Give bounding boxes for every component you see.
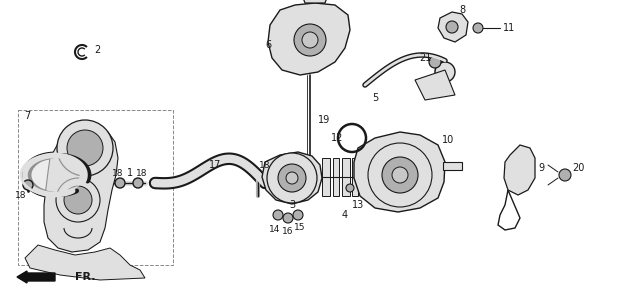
Polygon shape — [354, 132, 445, 212]
Text: 6: 6 — [265, 40, 271, 50]
Text: 14: 14 — [269, 226, 281, 235]
Circle shape — [382, 157, 418, 193]
Text: 18: 18 — [15, 190, 27, 199]
Polygon shape — [25, 155, 85, 195]
Text: 4: 4 — [342, 210, 348, 220]
Circle shape — [56, 178, 100, 222]
Circle shape — [286, 172, 298, 184]
Text: 20: 20 — [572, 163, 584, 173]
Circle shape — [67, 130, 103, 166]
Text: 21: 21 — [419, 53, 431, 63]
Text: 7: 7 — [24, 111, 30, 121]
Bar — [322, 158, 330, 196]
Text: 12: 12 — [331, 133, 343, 143]
Text: 11: 11 — [503, 23, 515, 33]
Circle shape — [293, 210, 303, 220]
Text: 18: 18 — [112, 168, 124, 178]
Circle shape — [273, 210, 283, 220]
Circle shape — [64, 186, 92, 214]
Text: 9: 9 — [538, 163, 544, 173]
FancyArrow shape — [17, 271, 55, 283]
Circle shape — [446, 21, 458, 33]
Circle shape — [473, 23, 483, 33]
Bar — [342, 158, 350, 196]
Text: 10: 10 — [442, 135, 454, 145]
Circle shape — [435, 62, 455, 82]
Polygon shape — [415, 70, 455, 100]
Polygon shape — [262, 152, 322, 204]
Circle shape — [283, 213, 293, 223]
Text: FR.: FR. — [75, 272, 95, 282]
Text: 17: 17 — [209, 160, 221, 170]
Circle shape — [115, 178, 125, 188]
Polygon shape — [25, 245, 145, 280]
Circle shape — [392, 167, 408, 183]
Text: 13: 13 — [352, 200, 364, 210]
Bar — [18, 110, 173, 265]
Circle shape — [267, 153, 317, 203]
Text: 3: 3 — [289, 200, 295, 210]
Text: 1: 1 — [127, 168, 133, 178]
Text: 5: 5 — [372, 93, 378, 103]
Polygon shape — [302, 0, 328, 3]
Polygon shape — [268, 3, 350, 75]
Circle shape — [429, 56, 441, 68]
Circle shape — [302, 32, 318, 48]
Circle shape — [346, 184, 354, 192]
Text: 19: 19 — [318, 115, 330, 125]
Circle shape — [23, 180, 33, 190]
Text: 8: 8 — [459, 5, 465, 15]
Circle shape — [368, 143, 432, 207]
Circle shape — [294, 24, 326, 56]
Bar — [333, 158, 339, 196]
Polygon shape — [504, 145, 535, 195]
Text: 18: 18 — [259, 161, 271, 170]
Polygon shape — [44, 128, 118, 252]
Circle shape — [278, 164, 306, 192]
Bar — [352, 158, 358, 196]
Circle shape — [133, 178, 143, 188]
Text: 2: 2 — [94, 45, 100, 55]
Circle shape — [559, 169, 571, 181]
Text: 15: 15 — [294, 224, 306, 232]
Text: 16: 16 — [282, 227, 294, 237]
Circle shape — [57, 120, 113, 176]
Text: 18: 18 — [136, 168, 148, 178]
Polygon shape — [443, 162, 462, 170]
Polygon shape — [438, 12, 468, 42]
